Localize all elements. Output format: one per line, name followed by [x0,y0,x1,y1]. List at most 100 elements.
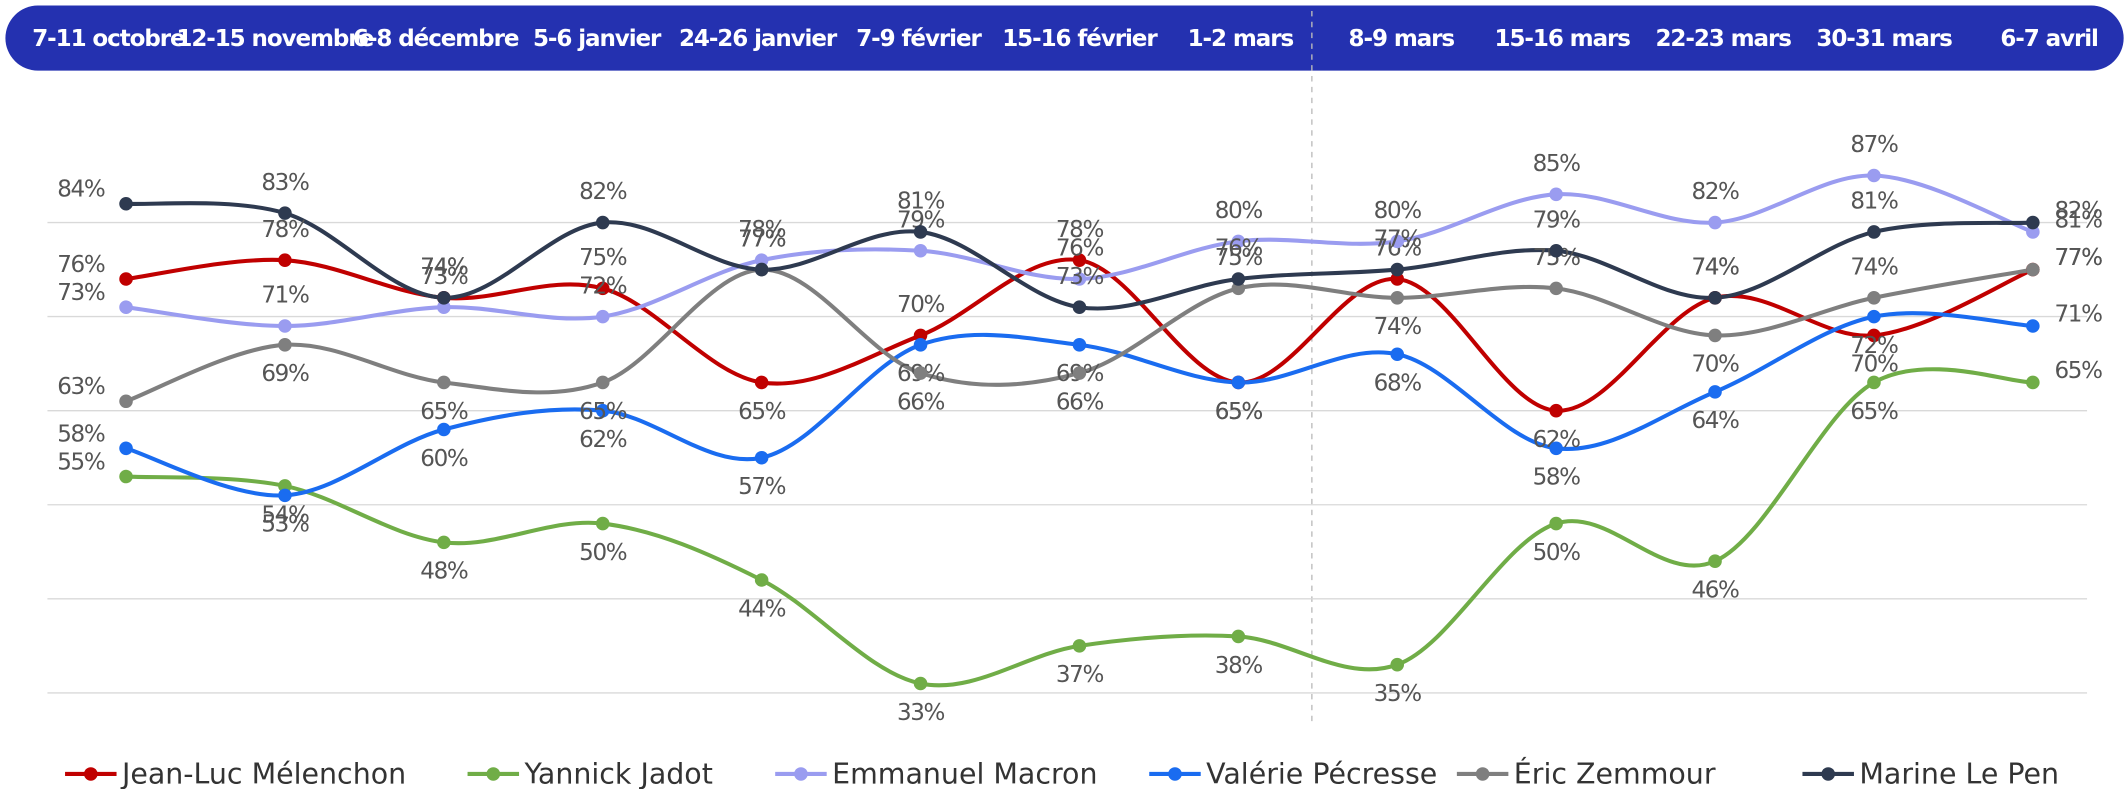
data-point [1072,639,1087,653]
value-label: 48% [420,559,468,585]
value-label: 64% [1691,408,1739,434]
data-point [1390,657,1405,672]
legend-label: Jean-Luc Mélenchon [120,757,406,789]
data-point [595,375,610,390]
value-label: 70% [897,292,945,318]
data-point [1072,300,1087,314]
value-label: 66% [897,389,945,415]
value-label: 78% [261,217,309,243]
value-label: 71% [261,283,309,309]
value-label: 85% [1533,151,1581,177]
value-label: 58% [1533,465,1581,491]
value-label: 60% [420,446,468,472]
value-label: 53% [261,512,309,538]
data-point [1867,168,1881,183]
legend-label: Emmanuel Macron [832,757,1097,789]
data-point [278,488,292,503]
data-point [1390,347,1405,362]
value-label: 78% [738,217,786,243]
header-label: 1-2 mars [1188,26,1294,52]
value-label: 57% [738,474,786,500]
data-point [754,450,769,465]
data-point [119,394,133,409]
value-label: 77% [2055,245,2103,271]
data-point [1867,309,1881,324]
data-point [278,479,292,493]
data-point [1549,403,1563,418]
data-point [437,291,451,305]
data-point [1390,262,1405,277]
data-point [1390,291,1405,305]
value-label: 77% [2055,245,2103,271]
data-point [1072,338,1087,352]
legend-dot [486,767,501,781]
data-point [1549,516,1563,531]
header-label: 7-11 octobre [32,26,185,52]
data-point [119,441,133,456]
value-label: 73% [57,280,105,306]
value-label: 68% [1374,371,1422,397]
value-label: 65% [420,399,468,425]
data-point [437,535,451,550]
data-point [1231,234,1246,249]
legend-label: Yannick Jadot [523,757,712,789]
value-label: 50% [1533,540,1581,566]
value-label: 83% [261,170,309,196]
value-label: 72% [579,273,627,299]
legend-dot [84,767,98,781]
data-point [1708,554,1722,568]
data-point [437,422,451,437]
data-point [595,516,610,531]
value-label: 33% [897,700,945,726]
value-label: 77% [738,226,786,252]
data-point [1072,253,1087,267]
value-label: 65% [579,399,627,425]
legend-label: Éric Zemmour [1514,756,1716,789]
value-label: 37% [1056,662,1104,688]
header-label: 15-16 février [1002,26,1158,52]
data-point [119,469,133,484]
value-label: 46% [1691,578,1739,604]
data-point [913,328,928,343]
legend-dot [794,767,808,781]
data-point [1708,328,1722,343]
value-label: 75% [579,245,627,271]
value-label: 76% [1056,236,1104,262]
header-label: 22-23 mars [1656,26,1792,52]
data-point [2026,225,2040,239]
data-point [1549,243,1563,258]
data-point [119,300,133,314]
data-point [1231,281,1246,296]
header-label: 30-31 mars [1816,26,1952,52]
data-point [437,300,451,314]
data-point [1549,187,1563,202]
data-point [1549,441,1563,456]
header-label: 24-26 janvier [679,26,838,52]
value-label: 74% [1850,254,1898,280]
data-point [595,215,610,230]
legend-dot [1475,767,1490,781]
value-label: 74% [420,254,468,280]
data-point [913,366,928,380]
data-point [1072,272,1087,286]
value-label: 81% [2055,208,2103,234]
value-label: 78% [1056,217,1104,243]
value-label: 74% [1691,254,1739,280]
data-point [119,272,133,286]
data-point [1867,225,1881,239]
value-label: 35% [1374,681,1422,707]
data-point [595,309,610,324]
data-point [1708,215,1722,230]
data-point [2026,215,2040,230]
value-label: 54% [261,502,309,528]
value-label: 77% [738,226,786,252]
value-label: 38% [1215,653,1263,679]
value-label: 65% [1215,399,1263,425]
data-point [1549,281,1563,296]
value-label: 62% [579,427,627,453]
value-label: 74% [1691,254,1739,280]
data-point [1867,291,1881,305]
header-label: 8-9 mars [1349,26,1455,52]
data-point [913,676,928,691]
